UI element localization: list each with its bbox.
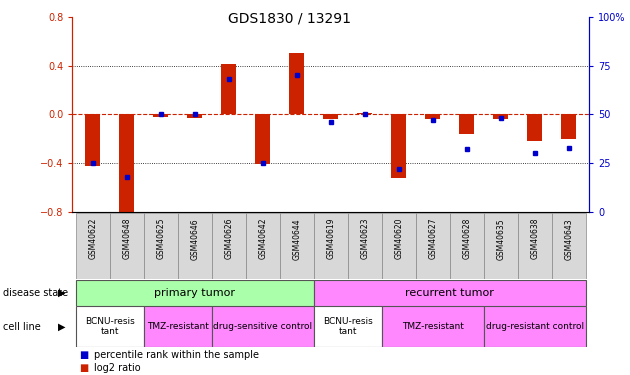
Bar xyxy=(76,306,144,347)
Text: percentile rank within the sample: percentile rank within the sample xyxy=(94,350,260,360)
Bar xyxy=(255,114,270,164)
Text: BCNU-resis
tant: BCNU-resis tant xyxy=(323,317,372,336)
Text: drug-resistant control: drug-resistant control xyxy=(486,322,584,331)
Bar xyxy=(212,213,246,279)
Text: GSM40627: GSM40627 xyxy=(428,218,437,259)
Bar xyxy=(76,213,110,279)
Text: GSM40626: GSM40626 xyxy=(224,218,233,259)
Bar xyxy=(450,213,484,279)
Text: BCNU-resis
tant: BCNU-resis tant xyxy=(85,317,135,336)
Text: recurrent tumor: recurrent tumor xyxy=(405,288,494,298)
Text: GSM40620: GSM40620 xyxy=(394,218,403,259)
Bar xyxy=(459,114,474,134)
Bar xyxy=(119,114,134,218)
Bar xyxy=(314,213,348,279)
Bar xyxy=(425,114,440,119)
Text: GSM40628: GSM40628 xyxy=(462,218,471,259)
Bar xyxy=(212,306,314,347)
Bar xyxy=(280,213,314,279)
Text: GSM40638: GSM40638 xyxy=(530,218,539,259)
Text: ▶: ▶ xyxy=(58,322,66,332)
Bar xyxy=(391,114,406,178)
Text: GDS1830 / 13291: GDS1830 / 13291 xyxy=(228,11,351,25)
Bar xyxy=(527,114,542,141)
Text: cell line: cell line xyxy=(3,322,41,332)
Text: TMZ-resistant: TMZ-resistant xyxy=(147,322,209,331)
Text: GSM40619: GSM40619 xyxy=(326,218,335,259)
Bar xyxy=(144,306,212,347)
Bar xyxy=(484,213,518,279)
Text: GSM40644: GSM40644 xyxy=(292,218,301,259)
Text: GSM40623: GSM40623 xyxy=(360,218,369,259)
Text: GSM40646: GSM40646 xyxy=(190,218,199,259)
Bar xyxy=(153,114,168,117)
Bar xyxy=(382,213,416,279)
Bar xyxy=(314,280,586,306)
Bar xyxy=(187,114,202,118)
Bar xyxy=(110,213,144,279)
Text: drug-sensitive control: drug-sensitive control xyxy=(213,322,312,331)
Text: ■: ■ xyxy=(79,350,88,360)
Bar xyxy=(289,54,304,114)
Bar xyxy=(552,213,586,279)
Text: log2 ratio: log2 ratio xyxy=(94,363,141,373)
Text: GSM40622: GSM40622 xyxy=(88,218,98,259)
Bar xyxy=(518,213,552,279)
Text: GSM40635: GSM40635 xyxy=(496,218,505,259)
Bar xyxy=(348,213,382,279)
Bar xyxy=(561,114,576,139)
Bar xyxy=(357,113,372,114)
Bar xyxy=(221,64,236,114)
Text: GSM40625: GSM40625 xyxy=(156,218,165,259)
Bar xyxy=(416,213,450,279)
Text: disease state: disease state xyxy=(3,288,68,298)
Bar xyxy=(484,306,586,347)
Bar xyxy=(178,213,212,279)
Bar xyxy=(382,306,484,347)
Text: TMZ-resistant: TMZ-resistant xyxy=(402,322,464,331)
Text: GSM40643: GSM40643 xyxy=(564,218,573,259)
Bar xyxy=(323,114,338,119)
Bar xyxy=(246,213,280,279)
Bar xyxy=(493,114,508,119)
Text: ▶: ▶ xyxy=(58,288,66,298)
Bar xyxy=(144,213,178,279)
Text: GSM40642: GSM40642 xyxy=(258,218,267,259)
Text: primary tumor: primary tumor xyxy=(154,288,235,298)
Text: GSM40648: GSM40648 xyxy=(122,218,131,259)
Bar xyxy=(314,306,382,347)
Bar xyxy=(85,114,101,166)
Bar xyxy=(76,280,314,306)
Text: ■: ■ xyxy=(79,363,88,373)
